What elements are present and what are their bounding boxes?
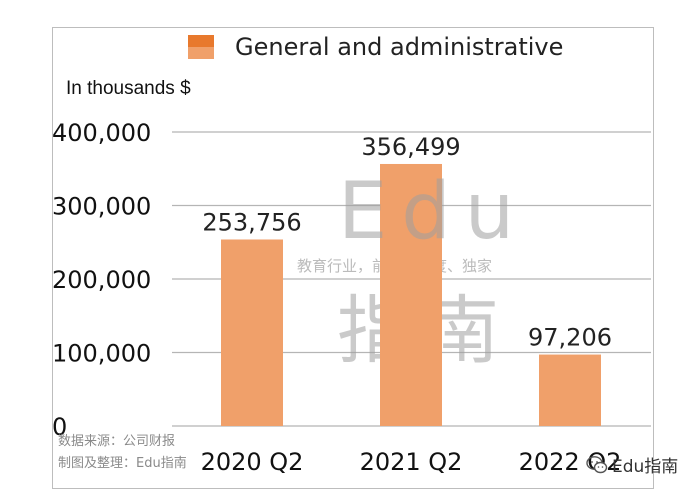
brand-text: Edu指南	[612, 457, 679, 477]
data-label: 356,499	[361, 133, 460, 161]
data-label: 97,206	[528, 324, 612, 352]
watermark-text: Edu	[338, 167, 528, 257]
y-tick-label: 200,000	[52, 266, 151, 294]
bar	[221, 239, 283, 426]
y-tick-label: 300,000	[52, 193, 151, 221]
bar	[539, 354, 601, 426]
source-line-2: 制图及整理：Edu指南	[58, 456, 187, 471]
wechat-icon	[586, 455, 608, 473]
source-line-1: 数据来源：公司财报	[58, 434, 176, 449]
chart-frame	[52, 27, 654, 489]
legend-label: General and administrative	[235, 33, 564, 61]
y-tick-label: 0	[52, 413, 67, 441]
data-label: 253,756	[202, 208, 301, 236]
legend-swatch	[188, 35, 214, 59]
x-tick-label: 2020 Q2	[201, 448, 304, 476]
brand-mark: Edu指南	[586, 452, 678, 477]
x-tick-label: 2021 Q2	[360, 448, 463, 476]
bar	[380, 163, 442, 426]
y-tick-label: 400,000	[52, 119, 151, 147]
unit-label: In thousands $	[66, 78, 191, 99]
chart-legend: General and administrative	[188, 33, 563, 61]
y-tick-label: 100,000	[52, 340, 151, 368]
